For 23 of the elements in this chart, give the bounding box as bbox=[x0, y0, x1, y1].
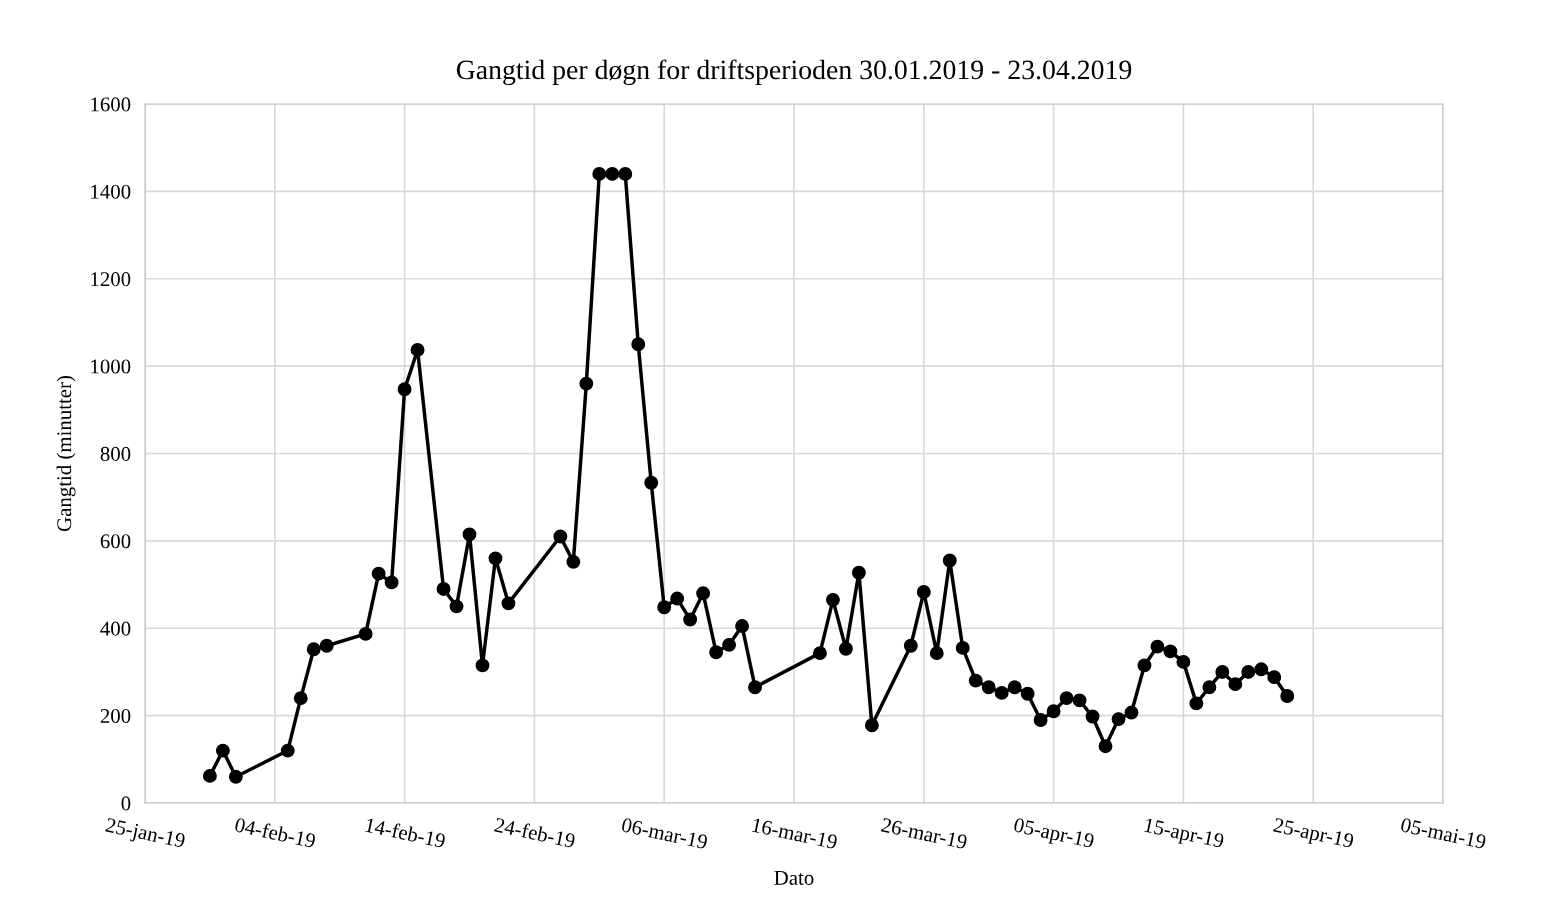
x-axis-title: Dato bbox=[774, 871, 814, 885]
x-tick-label: 15-apr-19 bbox=[1143, 817, 1225, 853]
x-tick-label: 05-mai-19 bbox=[1400, 817, 1487, 850]
y-tick-label: 800 bbox=[100, 446, 131, 461]
x-tick-label: 16-mar-19 bbox=[751, 817, 838, 850]
x-tick-label: 25-apr-19 bbox=[1272, 817, 1355, 853]
y-tick-label: 0 bbox=[121, 796, 131, 811]
y-tick-label: 200 bbox=[100, 709, 131, 724]
y-tick-label: 600 bbox=[100, 534, 131, 549]
x-tick-label: 06-mar-19 bbox=[621, 817, 709, 850]
y-axis-title: Gangtid (minutter) bbox=[56, 376, 76, 532]
y-tick-label: 400 bbox=[100, 621, 131, 636]
x-tick-label: 24-feb-19 bbox=[494, 816, 576, 849]
x-tick-label: 14-feb-19 bbox=[365, 817, 446, 849]
x-tick-label: 25-jan-19 bbox=[104, 817, 186, 853]
y-tick-label: 1400 bbox=[91, 184, 131, 199]
chart-title: Gangtid per døgn for driftsperioden 30.01.2019 - 23.04.2019 bbox=[456, 59, 1132, 85]
x-tick-label: 26-mar-19 bbox=[880, 817, 968, 850]
y-tick-label: 1000 bbox=[91, 359, 131, 374]
y-tick-label: 1600 bbox=[91, 97, 131, 112]
x-tick-label: 05-apr-19 bbox=[1012, 817, 1095, 853]
x-tick-label: 04-feb-19 bbox=[234, 816, 317, 849]
y-tick-label: 1200 bbox=[91, 272, 131, 287]
